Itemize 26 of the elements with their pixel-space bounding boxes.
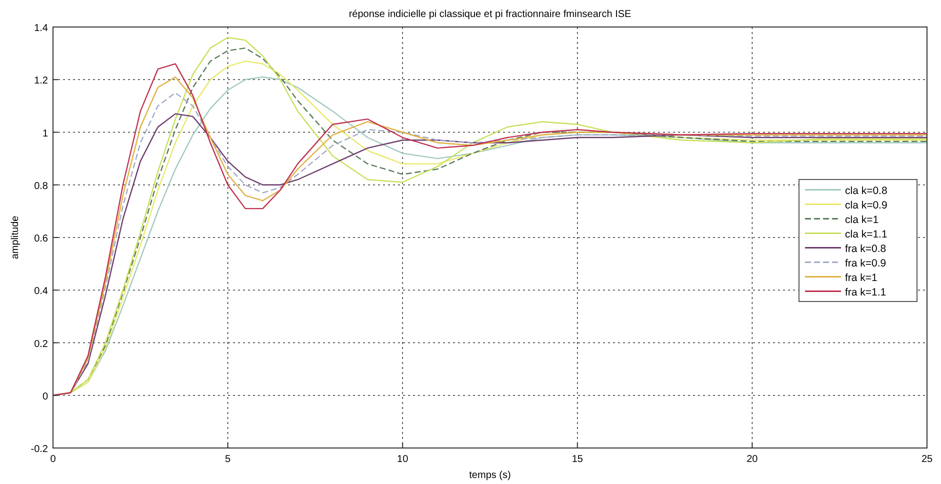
x-tick-label: 25 [921, 454, 933, 465]
legend-label: fra k=1 [845, 272, 878, 284]
y-axis-title: amplitude [10, 215, 21, 260]
legend-label: cla k=0.9 [845, 199, 888, 212]
y-tick-label: 0.6 [34, 234, 48, 244]
x-tick-label: 20 [746, 454, 758, 465]
y-tick-label: 1.2 [34, 76, 48, 87]
x-tick-label: 0 [50, 454, 56, 465]
legend-label: fra k=0.9 [845, 257, 886, 270]
legend-label: cla k=0.8 [845, 184, 888, 197]
x-axis-title: temps (s) [469, 470, 511, 481]
x-tick-label: 10 [397, 454, 409, 465]
legend-label: cla k=1 [845, 214, 879, 226]
y-tick-label: 0.4 [34, 286, 48, 298]
legend-label: fra k=0.8 [845, 242, 886, 255]
legend-label: fra k=1.1 [845, 286, 886, 298]
y-tick-label: 1 [42, 128, 48, 140]
y-tick-label: 1.4 [34, 23, 48, 34]
chart-title: réponse indicielle pi classique et pi fractionnaire fminsearch ISE [348, 9, 632, 20]
y-tick-label: -0.2 [30, 444, 48, 455]
y-tick-label: 0.8 [34, 180, 48, 192]
legend-label: cla k=1.1 [845, 228, 888, 240]
y-tick-label: 0 [42, 391, 48, 402]
x-tick-label: 5 [225, 454, 232, 465]
y-tick-label: 0.2 [34, 338, 48, 350]
x-tick-label: 15 [572, 454, 584, 465]
